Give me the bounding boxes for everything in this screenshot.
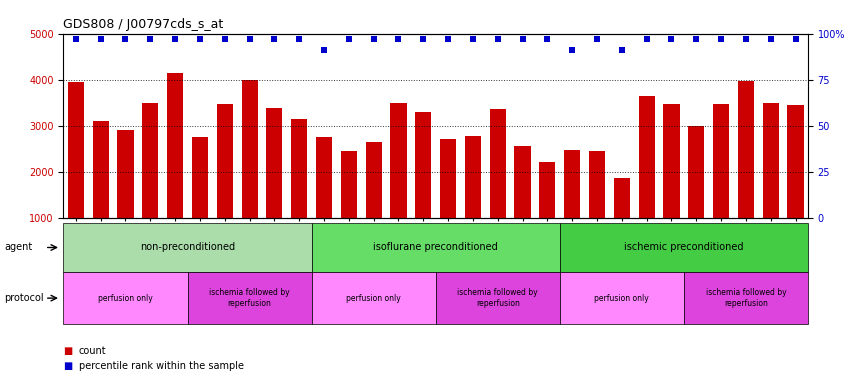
Bar — [589, 152, 605, 217]
Text: protocol: protocol — [4, 293, 44, 303]
Bar — [490, 109, 506, 217]
Bar — [142, 103, 158, 218]
Bar — [118, 130, 134, 218]
Bar — [266, 108, 283, 218]
Bar — [514, 146, 530, 218]
Bar — [639, 96, 655, 218]
Bar — [390, 103, 407, 218]
Text: ischemic preconditioned: ischemic preconditioned — [624, 243, 744, 252]
Text: ischemia followed by
reperfusion: ischemia followed by reperfusion — [458, 288, 538, 308]
Bar — [241, 80, 258, 218]
Bar — [663, 104, 679, 218]
Bar — [564, 150, 580, 217]
Text: percentile rank within the sample: percentile rank within the sample — [79, 361, 244, 370]
Bar — [464, 136, 481, 218]
Bar — [788, 105, 804, 218]
Bar — [92, 121, 109, 218]
Bar — [440, 140, 456, 218]
Text: ■: ■ — [63, 346, 73, 355]
Text: agent: agent — [4, 243, 32, 252]
Bar — [713, 104, 729, 218]
Bar — [738, 81, 754, 218]
Bar — [192, 137, 208, 218]
Bar — [762, 103, 779, 218]
Text: ischemia followed by
reperfusion: ischemia followed by reperfusion — [209, 288, 290, 308]
Bar — [217, 104, 233, 218]
Bar — [341, 151, 357, 217]
Bar — [415, 112, 431, 218]
Text: ischemia followed by
reperfusion: ischemia followed by reperfusion — [706, 288, 786, 308]
Bar — [316, 137, 332, 218]
Text: perfusion only: perfusion only — [595, 294, 649, 303]
Bar — [68, 82, 84, 218]
Text: non-preconditioned: non-preconditioned — [140, 243, 235, 252]
Bar — [688, 126, 705, 218]
Text: GDS808 / J00797cds_s_at: GDS808 / J00797cds_s_at — [63, 18, 223, 31]
Bar — [613, 178, 630, 218]
Text: isoflurane preconditioned: isoflurane preconditioned — [373, 243, 498, 252]
Text: count: count — [79, 346, 107, 355]
Text: perfusion only: perfusion only — [98, 294, 153, 303]
Text: perfusion only: perfusion only — [346, 294, 401, 303]
Bar — [291, 119, 307, 218]
Bar — [539, 162, 556, 218]
Bar — [167, 73, 184, 217]
Bar — [365, 142, 382, 218]
Text: ■: ■ — [63, 361, 73, 370]
